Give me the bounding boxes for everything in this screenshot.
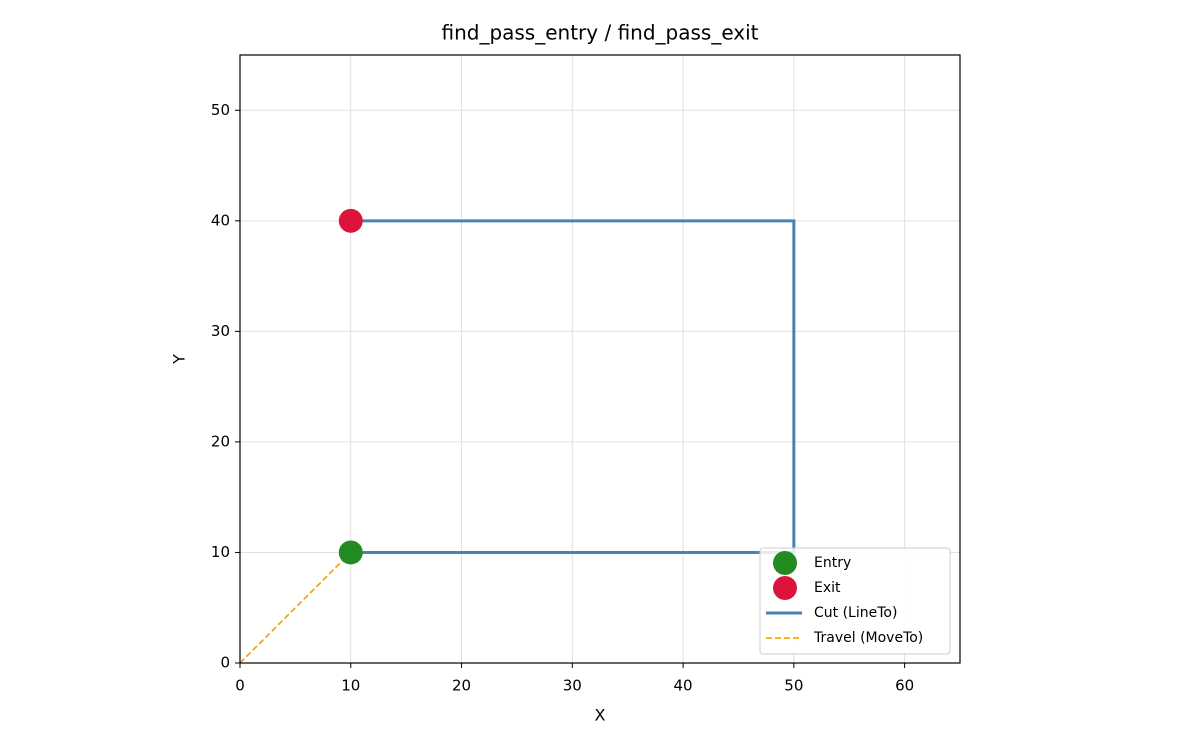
y-tick-label: 20 — [211, 432, 230, 450]
y-tick-label: 40 — [211, 211, 230, 229]
y-tick-label: 30 — [211, 322, 230, 340]
legend-label: Entry — [814, 555, 851, 571]
legend-label: Travel (MoveTo) — [813, 630, 923, 646]
scatter-point — [338, 540, 363, 565]
series-line — [350, 219, 796, 554]
x-tick-label: 0 — [235, 677, 245, 695]
legend-marker — [773, 551, 797, 575]
y-tick-label: 0 — [220, 654, 230, 672]
plot-frame — [239, 54, 961, 664]
legend-label: Cut (LineTo) — [814, 605, 897, 621]
y-axis-label: Y — [170, 354, 189, 365]
x-tick-label: 50 — [784, 677, 803, 695]
legend-box — [759, 547, 951, 655]
chart-title: find_pass_entry / find_pass_exit — [441, 21, 758, 45]
x-axis-label: X — [595, 706, 606, 725]
series-line — [239, 551, 352, 664]
legend-label: Exit — [814, 580, 841, 596]
x-tick-label: 20 — [452, 677, 471, 695]
x-tick-label: 40 — [674, 677, 693, 695]
x-tick-label: 60 — [895, 677, 914, 695]
y-tick-label: 10 — [211, 543, 230, 561]
legend-marker — [773, 576, 797, 600]
y-tick-label: 50 — [211, 101, 230, 119]
scatter-point — [338, 208, 363, 233]
legend: Entry Exit Cut (LineTo) Travel (MoveTo) — [759, 547, 951, 655]
x-tick-label: 10 — [341, 677, 360, 695]
x-tick-label: 30 — [563, 677, 582, 695]
